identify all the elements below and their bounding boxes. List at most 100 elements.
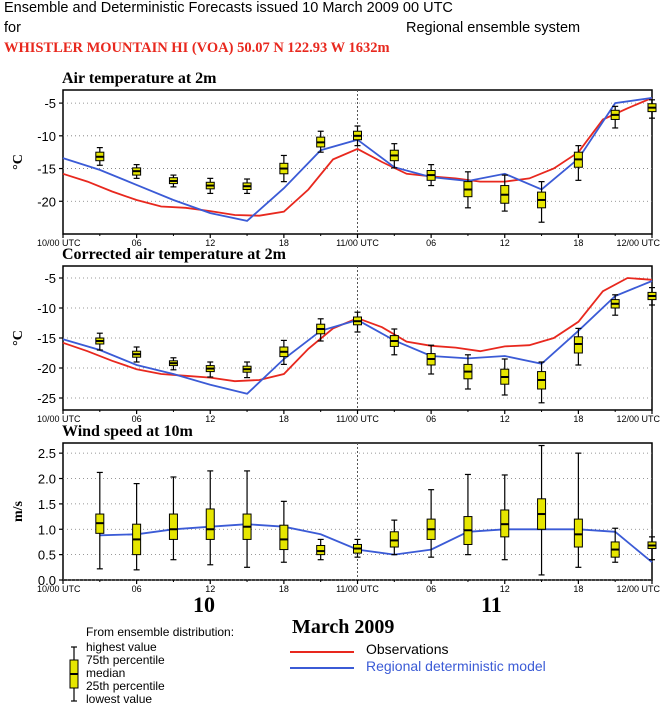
- ensemble-box: [573, 145, 583, 181]
- y-tick-label: -5: [44, 271, 56, 286]
- ensemble-box: [205, 470, 215, 566]
- ensemble-box: [463, 171, 473, 209]
- system-label: Regional ensemble system: [406, 20, 581, 36]
- x-tick-label: 12/00 UTC: [616, 584, 660, 594]
- legend-lowest: lowest value: [86, 692, 153, 706]
- ensemble-box: [500, 174, 510, 212]
- x-tick-label: 06: [426, 584, 436, 594]
- ensemble-box: [463, 473, 473, 556]
- x-tick-label: 10/00 UTC: [37, 584, 81, 594]
- ensemble-box: [610, 294, 620, 316]
- x-tick-label: 12: [205, 584, 215, 594]
- x-tick-label: 06: [132, 584, 142, 594]
- ensemble-box: [242, 470, 252, 568]
- y-tick-label: -25: [37, 391, 56, 406]
- ensemble-box: [426, 344, 436, 375]
- legend-q3: 75th percentile: [86, 653, 165, 667]
- x-tick-label: 12: [205, 238, 215, 248]
- ensemble-box: [537, 444, 547, 576]
- y-tick-label: -10: [37, 129, 56, 144]
- legend-title: From ensemble distribution:: [86, 625, 235, 639]
- y-tick-label: 2.5: [38, 446, 56, 461]
- x-tick-label: 10/00 UTC: [37, 414, 81, 424]
- ensemble-box: [647, 536, 657, 561]
- x-tick-label: 11/00 UTC: [336, 584, 379, 594]
- day-label-10: 10: [193, 592, 215, 617]
- model-line: [99, 523, 653, 563]
- ensemble-box: [389, 519, 399, 556]
- ensemble-box: [132, 346, 142, 363]
- ensemble-box: [426, 164, 436, 187]
- ensemble-box: [389, 328, 399, 356]
- ensemble-box: [95, 471, 105, 570]
- station-label: WHISTLER MOUNTAIN HI (VOA) 50.07 N 122.9…: [4, 40, 390, 56]
- ensemble-box: [426, 489, 436, 558]
- ensemble-box: [242, 178, 252, 195]
- ensemble-box: [168, 174, 178, 188]
- ensemble-box: [168, 357, 178, 371]
- ensemble-box: [463, 354, 473, 390]
- y-tick-label: 0.5: [38, 548, 56, 563]
- x-tick-label: 06: [426, 414, 436, 424]
- x-tick-label: 12/00 UTC: [616, 414, 660, 424]
- x-tick-label: 12: [500, 584, 510, 594]
- model-line: [62, 280, 653, 395]
- y-axis-label: m/s: [11, 500, 26, 522]
- month-label: March 2009: [292, 616, 395, 638]
- y-tick-label: -15: [37, 162, 56, 177]
- day-label-11: 11: [481, 592, 502, 617]
- legend-observations-label: Observations: [366, 641, 449, 657]
- x-tick-label: 12/00 UTC: [616, 238, 660, 248]
- x-tick-label: 06: [426, 238, 436, 248]
- x-tick-label: 18: [573, 414, 583, 424]
- x-tick-label: 18: [573, 238, 583, 248]
- box-body: [573, 518, 583, 548]
- panel-1: °C -5 -10 -15 -20 -25 10/00 UTC 06 12 18 11/00 UTC…: [11, 265, 660, 424]
- y-tick-label: 2.0: [38, 472, 56, 487]
- x-tick-label: 18: [279, 238, 289, 248]
- legend-median: median: [86, 666, 126, 680]
- observations-line: [62, 97, 653, 217]
- box-body: [168, 513, 178, 540]
- legend-highest: highest value: [86, 640, 157, 654]
- x-tick-label: 11/00 UTC: [336, 238, 379, 248]
- ensemble-box: [95, 147, 105, 166]
- legend-model-label: Regional deterministic model: [366, 658, 546, 674]
- y-tick-label: -20: [37, 361, 56, 376]
- ensemble-box: [500, 474, 510, 561]
- ensemble-box: [279, 500, 289, 563]
- x-tick-label: 06: [132, 238, 142, 248]
- y-axis-label: °C: [11, 330, 26, 346]
- panel-2: m/s 0.0 0.5 1.0 1.5 2.0 2.5 10/00 UTC 06 12 18 11/0…: [11, 442, 660, 594]
- ensemble-box: [132, 482, 142, 571]
- x-tick-label: 12: [205, 414, 215, 424]
- ensemble-box: [389, 143, 399, 169]
- y-tick-label: 0.0: [38, 573, 56, 588]
- ensemble-box: [316, 538, 326, 561]
- y-tick-label: -10: [37, 301, 56, 316]
- y-tick-label: 1.5: [38, 497, 56, 512]
- x-tick-label: 10/00 UTC: [37, 238, 81, 248]
- ensemble-box: [205, 177, 215, 195]
- x-tick-label: 11/00 UTC: [336, 414, 379, 424]
- x-tick-label: 18: [279, 414, 289, 424]
- box-body: [205, 508, 215, 540]
- legend-q1: 25th percentile: [86, 679, 165, 693]
- ensemble-box: [353, 538, 362, 558]
- ensemble-box: [610, 527, 620, 563]
- panel-title-air-temp: Air temperature at 2m: [62, 70, 217, 87]
- ensemble-box: [279, 339, 289, 365]
- y-tick-label: 1.0: [38, 522, 56, 537]
- ensemble-box: [95, 332, 105, 351]
- ensemble-box: [316, 130, 326, 153]
- ensemble-box: [279, 154, 289, 183]
- box-body: [316, 544, 326, 556]
- ensemble-box: [353, 125, 362, 147]
- box-body: [389, 531, 399, 548]
- ensemble-box: [500, 358, 510, 396]
- for-label: for: [4, 20, 21, 36]
- ensemble-box: [573, 452, 583, 568]
- ensemble-box: [205, 361, 215, 378]
- ensemble-box: [647, 287, 657, 306]
